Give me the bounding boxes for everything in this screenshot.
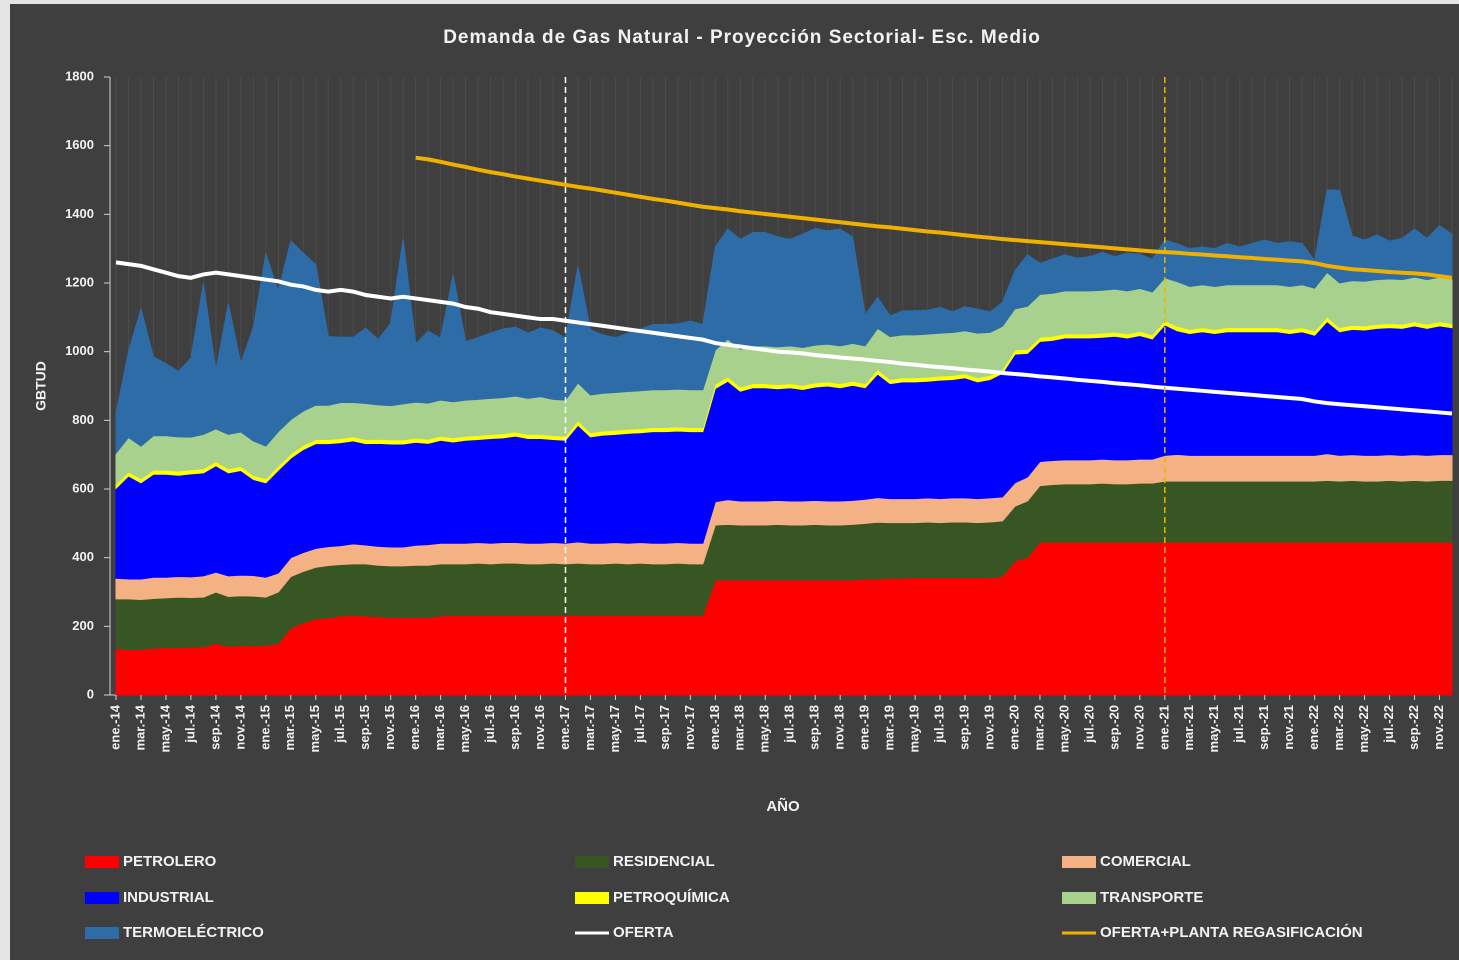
x-tick-label: may.-18 bbox=[757, 705, 772, 752]
x-tick-label: mar.-19 bbox=[882, 705, 897, 751]
x-tick-label: sep.-21 bbox=[1256, 705, 1271, 750]
y-tick-label: 1400 bbox=[65, 206, 94, 221]
x-tick-label: mar.-22 bbox=[1331, 705, 1346, 751]
x-tick-label: mar.-20 bbox=[1031, 705, 1046, 751]
y-tick-label: 1200 bbox=[65, 274, 94, 289]
x-tick-label: may.-19 bbox=[907, 705, 922, 752]
legend-swatch bbox=[1062, 856, 1096, 868]
x-tick-label: ene.-18 bbox=[707, 705, 722, 750]
x-tick-label: jul.-19 bbox=[932, 705, 947, 744]
x-tick-label: nov.-14 bbox=[232, 704, 247, 749]
x-tick-label: mar.-14 bbox=[132, 704, 147, 750]
y-tick-label: 1600 bbox=[65, 137, 94, 152]
y-tick-label: 400 bbox=[72, 549, 94, 564]
x-tick-label: mar.-17 bbox=[582, 705, 597, 751]
y-tick-label: 800 bbox=[72, 412, 94, 427]
x-tick-label: may.-14 bbox=[157, 704, 172, 752]
x-tick-label: jul.-22 bbox=[1381, 705, 1396, 744]
x-tick-label: jul.-15 bbox=[332, 705, 347, 744]
x-tick-label: may.-15 bbox=[307, 705, 322, 752]
x-tick-label: jul.-20 bbox=[1081, 705, 1096, 744]
x-tick-label: sep.-16 bbox=[507, 705, 522, 750]
y-axis-label: GBTUD bbox=[33, 361, 49, 411]
legend-label: PETROQUÍMICA bbox=[613, 889, 730, 906]
legend-label: OFERTA+PLANTA REGASIFICACIÓN bbox=[1100, 923, 1363, 941]
x-tick-label: nov.-20 bbox=[1131, 705, 1146, 750]
x-tick-label: jul.-14 bbox=[182, 704, 197, 743]
legend-label: PETROLERO bbox=[123, 853, 217, 870]
x-tick-label: jul.-17 bbox=[632, 705, 647, 744]
legend-label: OFERTA bbox=[613, 924, 674, 941]
x-tick-label: ene.-16 bbox=[407, 705, 422, 750]
x-tick-label: mar.-16 bbox=[432, 705, 447, 751]
legend-swatch bbox=[85, 927, 119, 939]
legend-swatch bbox=[85, 892, 119, 904]
x-tick-label: ene.-14 bbox=[107, 704, 122, 750]
y-tick-label: 600 bbox=[72, 480, 94, 495]
x-tick-label: nov.-15 bbox=[382, 705, 397, 750]
x-tick-label: ene.-20 bbox=[1006, 705, 1021, 750]
legend-swatch bbox=[1062, 892, 1096, 904]
x-tick-label: nov.-16 bbox=[532, 705, 547, 750]
legend-label: RESIDENCIAL bbox=[613, 853, 715, 870]
line bbox=[115, 260, 1453, 416]
y-tick-label: 1800 bbox=[65, 68, 94, 83]
x-tick-label: jul.-21 bbox=[1231, 705, 1246, 744]
x-tick-label: sep.-22 bbox=[1406, 705, 1421, 750]
y-tick-label: 1000 bbox=[65, 343, 94, 358]
legend-label: INDUSTRIAL bbox=[123, 889, 214, 906]
y-tick-label: 0 bbox=[87, 686, 94, 701]
legend-swatch bbox=[575, 856, 609, 868]
legend-label: TRANSPORTE bbox=[1100, 889, 1203, 906]
x-tick-label: mar.-15 bbox=[282, 705, 297, 751]
x-tick-label: may.-22 bbox=[1356, 705, 1371, 752]
legend-label: TERMOELÉCTRICO bbox=[123, 924, 264, 941]
y-tick-label: 200 bbox=[72, 618, 94, 633]
x-tick-label: sep.-20 bbox=[1106, 705, 1121, 750]
x-tick-label: jul.-16 bbox=[482, 705, 497, 744]
x-tick-label: sep.-14 bbox=[207, 704, 222, 750]
x-tick-label: ene.-15 bbox=[257, 705, 272, 750]
chart-title: Demanda de Gas Natural - Proyección Sect… bbox=[443, 27, 1041, 48]
line bbox=[415, 155, 1453, 280]
x-tick-label: sep.-19 bbox=[956, 705, 971, 750]
legend-swatch bbox=[85, 856, 119, 868]
x-tick-label: may.-20 bbox=[1056, 705, 1071, 752]
x-tick-label: ene.-21 bbox=[1156, 705, 1171, 750]
x-tick-label: jul.-18 bbox=[782, 705, 797, 744]
x-tick-label: sep.-18 bbox=[807, 705, 822, 750]
x-tick-label: sep.-15 bbox=[357, 705, 372, 750]
x-tick-label: mar.-21 bbox=[1181, 705, 1196, 751]
x-tick-label: may.-21 bbox=[1206, 705, 1221, 752]
x-tick-label: ene.-19 bbox=[857, 705, 872, 750]
x-tick-label: may.-17 bbox=[607, 705, 622, 752]
legend-swatch bbox=[575, 892, 609, 904]
x-tick-label: ene.-22 bbox=[1306, 705, 1321, 750]
x-tick-label: nov.-19 bbox=[981, 705, 996, 750]
x-tick-label: sep.-17 bbox=[657, 705, 672, 750]
x-tick-label: nov.-21 bbox=[1281, 705, 1296, 750]
legend-label: COMERCIAL bbox=[1100, 853, 1191, 870]
x-tick-label: nov.-17 bbox=[682, 705, 697, 750]
x-tick-label: mar.-18 bbox=[732, 705, 747, 751]
x-tick-label: may.-16 bbox=[457, 705, 472, 752]
x-tick-label: ene.-17 bbox=[557, 705, 572, 750]
x-axis-label: AÑO bbox=[766, 797, 800, 815]
x-tick-label: nov.-18 bbox=[832, 705, 847, 750]
x-tick-label: nov.-22 bbox=[1431, 705, 1446, 750]
